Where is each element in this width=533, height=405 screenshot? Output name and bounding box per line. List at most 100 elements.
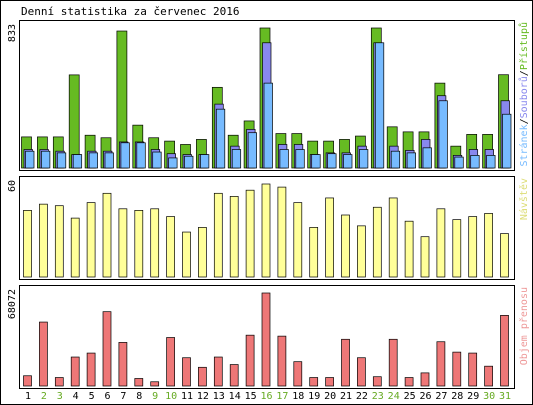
bar-visits-day-14 [229,196,239,278]
bar-visits-day-1 [23,210,32,278]
x-tick-day-11: 11 [181,391,193,402]
bar-pages-day-6 [104,152,114,169]
bar-visits-day-7 [118,208,128,278]
x-tick-day-10: 10 [165,391,177,402]
bar-kbytes-day-24 [388,338,398,387]
bar-kbytes-day-10 [166,337,175,387]
chart-title: Denní statistika za červenec 2016 [21,5,240,18]
panel-frame [19,285,515,389]
bar-kbytes-day-3 [54,377,64,387]
bar-visits-day-13 [213,192,223,278]
x-tick-day-14: 14 [229,391,241,402]
bar-visits-day-15 [245,189,255,278]
x-tick-day-25: 25 [404,391,416,402]
bar-visits-day-21 [341,214,350,278]
bar-kbytes-day-14 [229,364,239,387]
bar-visits-day-22 [357,225,366,278]
x-tick-day-5: 5 [89,391,95,402]
bar-pages-day-2 [41,150,51,169]
legend-kbytes: Objem přenosu [518,287,530,365]
x-tick-day-30: 30 [483,391,495,402]
bar-visits-day-18 [293,202,303,278]
bar-kbytes-day-28 [452,351,462,387]
x-tick-day-12: 12 [197,391,209,402]
bar-kbytes-day-22 [357,357,366,387]
bar-pages-day-28 [454,156,464,169]
bar-visits-day-10 [166,216,175,278]
legend-sep2: / [519,70,530,76]
bar-kbytes-day-31 [500,315,509,387]
y-max-label: 68072 [7,289,18,319]
bar-pages-day-11 [184,155,194,169]
bar-pages-day-17 [279,149,289,169]
bar-pages-day-26 [422,147,432,169]
bar-pages-day-5 [88,152,98,169]
x-tick-day-21: 21 [340,391,352,402]
bar-pages-day-19 [311,154,321,169]
bar-pages-day-3 [56,152,67,169]
x-tick-day-31: 31 [499,391,511,402]
x-tick-day-29: 29 [467,391,479,402]
bar-kbytes-day-17 [277,335,287,387]
legend-sep1: / [519,118,530,124]
x-tick-day-23: 23 [372,391,384,402]
x-tick-day-28: 28 [451,391,463,402]
bar-kbytes-day-5 [86,352,96,387]
bar-pages-day-24 [390,150,401,169]
x-tick-day-24: 24 [388,391,400,402]
bar-visits-day-9 [150,208,160,278]
x-tick-day-27: 27 [435,391,447,402]
legend-files: Souborů [518,76,530,118]
x-tick-day-18: 18 [292,391,304,402]
x-tick-day-19: 19 [308,391,320,402]
bar-pages-day-20 [327,153,337,169]
bar-kbytes-day-7 [118,342,128,387]
bar-visits-day-6 [102,192,112,278]
y-max-label: 833 [7,24,18,42]
bar-pages-day-21 [343,154,353,169]
bar-visits-day-20 [325,197,334,278]
bar-visits-day-16 [261,183,271,278]
bar-pages-day-29 [470,155,480,169]
bar-visits-day-2 [39,203,48,278]
bar-kbytes-day-18 [293,361,303,387]
bar-visits-day-12 [198,227,207,278]
legend-hits: Přístupů [518,22,530,70]
bar-visits-day-5 [86,202,96,278]
legend-visits: Návštěv [518,178,530,220]
bar-visits-day-26 [420,236,430,278]
bar-pages-day-1 [25,150,35,169]
x-tick-day-1: 1 [25,391,31,402]
bar-pages-day-13 [215,108,226,169]
bar-pages-day-22 [359,149,369,169]
x-tick-day-2: 2 [41,391,47,402]
legend-requests: Stránek/Souborů/Přístupů [518,22,530,167]
bar-hits-day-4 [68,74,80,169]
bar-kbytes-day-29 [468,352,478,387]
x-tick-day-26: 26 [419,391,431,402]
y-max-label: 60 [7,180,18,192]
bar-pages-day-25 [406,152,416,169]
bar-pages-day-27 [438,100,448,169]
bar-kbytes-day-26 [420,372,430,387]
x-tick-day-17: 17 [276,391,288,402]
x-tick-day-16: 16 [260,391,272,402]
bar-kbytes-day-25 [404,377,414,387]
bar-pages-day-23 [374,42,385,169]
bar-kbytes-day-11 [182,357,191,387]
bar-visits-day-30 [484,213,493,278]
x-tick-day-9: 9 [152,391,158,402]
bar-kbytes-day-13 [213,356,223,387]
x-tick-day-15: 15 [245,391,257,402]
bar-kbytes-day-8 [134,378,144,387]
bar-kbytes-day-2 [39,321,48,387]
x-axis-day-labels: 1 2 3 4 5 6 7 8 9 10 11 12 13 14 15 16 17 18 19 20 21 22 23 24 2… [25,391,511,402]
x-tick-day-20: 20 [324,391,336,402]
bar-visits-day-17 [277,186,287,278]
legend-pages: Stránek [518,124,530,166]
panel-frame [19,20,515,171]
bar-pages-day-14 [231,149,242,169]
bar-kbytes-day-27 [436,341,446,387]
x-tick-day-3: 3 [57,391,63,402]
